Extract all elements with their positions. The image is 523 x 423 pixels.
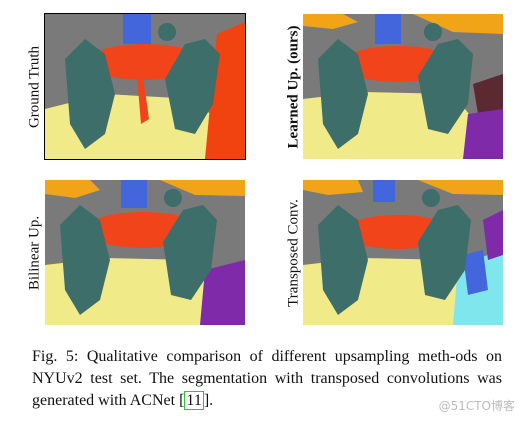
blue-object	[123, 14, 151, 44]
segmentation-learned-up	[303, 14, 503, 159]
blue-object	[373, 180, 395, 202]
panel-learned-up	[303, 14, 503, 159]
panel-label-learned-up: Learned Up. (ours)	[287, 26, 302, 149]
caption-text: Fig. 5: Qualitative comparison of differ…	[32, 348, 502, 409]
panel-label-ground-truth: Ground Truth	[28, 46, 43, 128]
blue-object	[375, 14, 401, 44]
panel-label-bilinear-up: Bilinear Up.	[28, 216, 43, 290]
panel-ground-truth	[45, 14, 245, 159]
panel-label-transposed-conv: Transposed Conv.	[287, 199, 302, 307]
segmentation-ground-truth	[45, 14, 245, 159]
watermark: @51CTO博客	[439, 397, 515, 414]
panel-bilinear-up	[45, 180, 245, 325]
purple-object	[463, 109, 503, 159]
blue-object	[121, 180, 147, 208]
chair-back-top	[422, 189, 440, 207]
citation-link[interactable]: 11	[184, 391, 203, 410]
panel-transposed-conv	[303, 180, 503, 325]
segmentation-transposed-conv	[303, 180, 503, 325]
chair-back-top	[424, 23, 442, 41]
chair-back-top	[164, 189, 182, 207]
figure-caption: Fig. 5: Qualitative comparison of differ…	[32, 346, 502, 412]
caption-end: .	[209, 392, 213, 409]
chair-back-top	[158, 23, 176, 41]
segmentation-bilinear-up	[45, 180, 245, 325]
